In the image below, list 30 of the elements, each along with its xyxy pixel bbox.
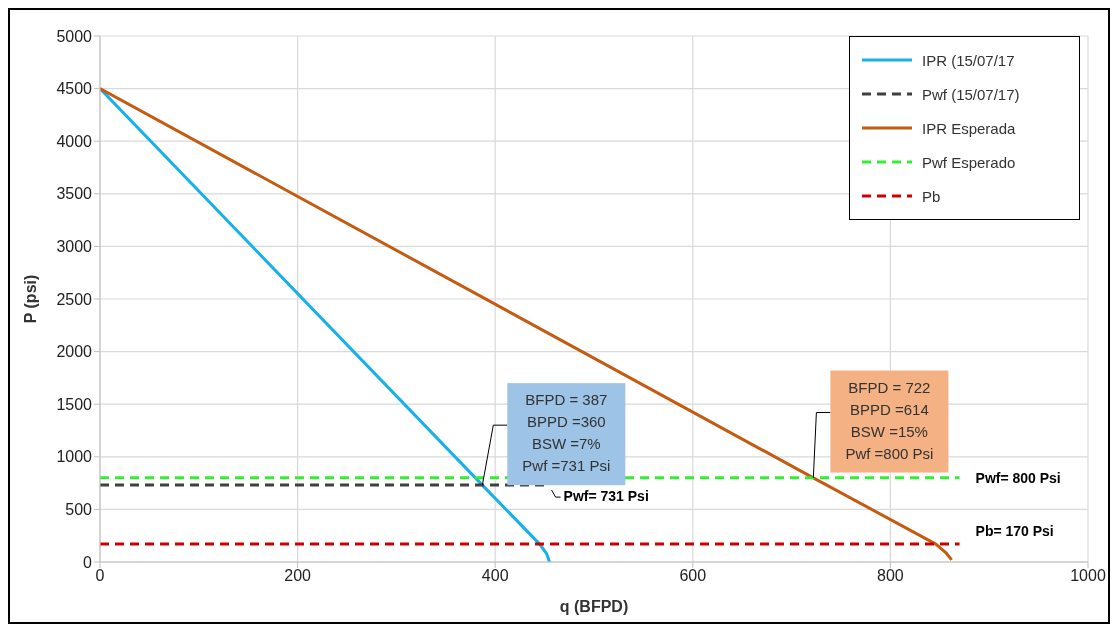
annotation: Pwf= 800 Psi bbox=[975, 469, 1061, 486]
y-tick-label: 2000 bbox=[56, 343, 93, 361]
x-tick-label: 200 bbox=[284, 567, 312, 585]
x-tick-label: 1000 bbox=[1070, 567, 1106, 585]
y-tick-label: 5000 bbox=[56, 27, 93, 45]
y-tick-label: 3000 bbox=[56, 238, 93, 256]
annotation: Pb= 170 Psi bbox=[975, 523, 1054, 540]
legend-label: IPR (15/07/17 bbox=[922, 51, 1015, 69]
x-tick-label: 800 bbox=[877, 567, 904, 585]
x-axis-title: q (BFPD) bbox=[559, 598, 629, 615]
y-axis-title: P (psi) bbox=[21, 274, 39, 324]
annotation: Pwf= 731 Psi bbox=[563, 488, 649, 505]
y-tick-label: 500 bbox=[65, 501, 93, 519]
y-tick-label: 2500 bbox=[56, 290, 93, 308]
annotation: BFPD = 722 BPPD =614 BSW =15% Pwf =800 Psi bbox=[845, 378, 934, 462]
y-tick-label: 3500 bbox=[56, 185, 93, 203]
y-tick-label: 0 bbox=[83, 553, 93, 571]
y-tick-label: 1000 bbox=[56, 448, 93, 466]
legend-label: Pwf (15/07/17) bbox=[922, 85, 1020, 103]
legend-label: Pwf Esperado bbox=[922, 153, 1016, 171]
y-tick-label: 4500 bbox=[56, 80, 93, 98]
y-tick-label: 1500 bbox=[56, 395, 93, 413]
x-tick-label: 400 bbox=[481, 567, 509, 585]
legend-label: Pb bbox=[922, 187, 941, 205]
x-tick-label: 0 bbox=[95, 567, 105, 585]
annotation: BFPD = 387 BPPD =360 BSW =7% Pwf =731 Psi bbox=[522, 391, 611, 475]
y-tick-label: 4000 bbox=[56, 132, 93, 150]
legend-label: IPR Esperada bbox=[922, 119, 1016, 137]
x-tick-label: 600 bbox=[679, 567, 707, 585]
line-series bbox=[100, 87, 954, 562]
